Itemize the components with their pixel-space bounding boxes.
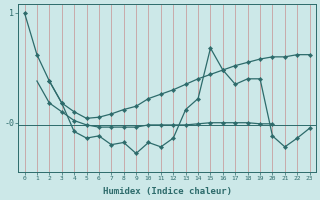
X-axis label: Humidex (Indice chaleur): Humidex (Indice chaleur): [103, 187, 232, 196]
